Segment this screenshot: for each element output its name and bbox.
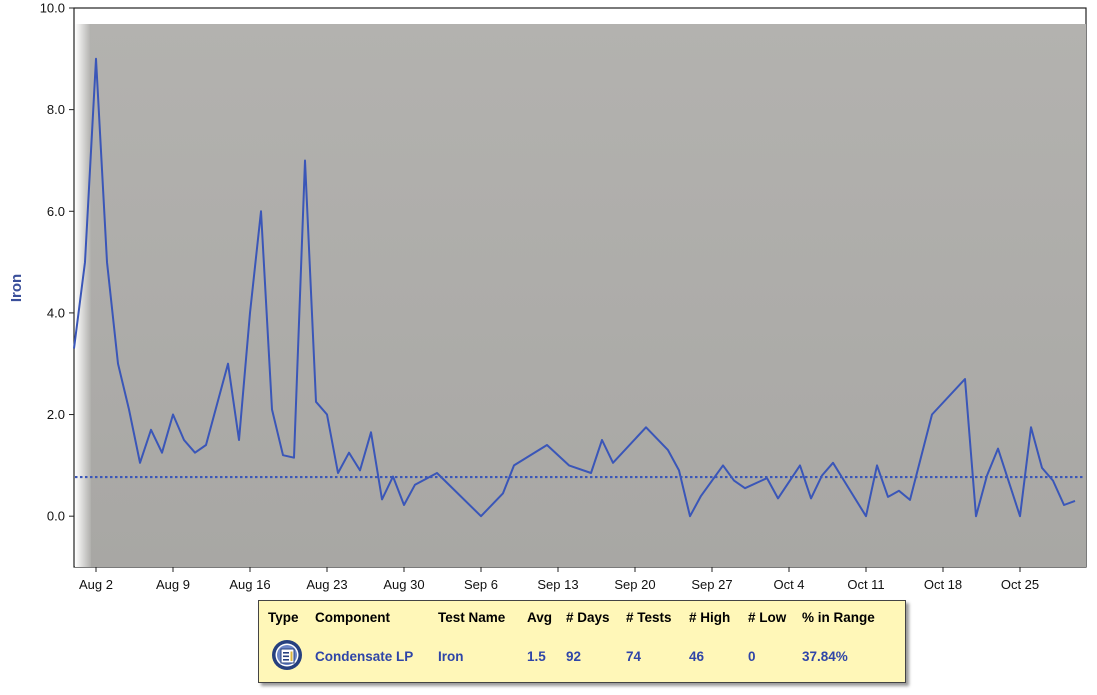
- x-tick-label: Sep 6: [464, 577, 498, 592]
- y-tick-label: 10.0: [40, 1, 65, 16]
- row-tests: 74: [626, 649, 642, 664]
- plot-background: [90, 24, 1086, 567]
- x-tick-label: Sep 27: [691, 577, 732, 592]
- x-tick-label: Aug 23: [306, 577, 347, 592]
- header-component: Component: [315, 610, 390, 625]
- header-type: Type: [268, 610, 299, 625]
- x-tick-label: Oct 25: [1001, 577, 1039, 592]
- component-type-icon[interactable]: [271, 639, 303, 671]
- x-tick-label: Oct 11: [847, 577, 884, 592]
- x-tick-label: Sep 20: [614, 577, 655, 592]
- row-high: 46: [689, 649, 705, 664]
- row-avg: 1.5: [527, 649, 546, 664]
- x-tick-label: Oct 4: [773, 577, 804, 592]
- x-axis: Aug 2 Aug 9 Aug 16 Aug 23 Aug 30 Sep 6 Sep 13 S…: [79, 567, 1039, 592]
- y-tick-label: 2.0: [47, 407, 65, 422]
- iron-series-line: [73, 57, 1076, 518]
- y-tick-label: 0.0: [47, 509, 65, 524]
- plot-left-shade: [75, 24, 91, 567]
- x-tick-label: Oct 18: [924, 577, 962, 592]
- header-tests: # Tests: [626, 610, 672, 625]
- x-tick-label: Sep 13: [537, 577, 578, 592]
- row-in-range: 37.84%: [802, 649, 848, 664]
- y-axis-label: Iron: [8, 274, 25, 302]
- y-tick-label: 4.0: [47, 305, 65, 320]
- header-high: # High: [689, 610, 731, 625]
- header-in-range: % in Range: [802, 610, 875, 625]
- y-axis: 0.0 2.0 4.0 6.0 8.0 10.0: [40, 1, 74, 524]
- x-tick-label: Aug 30: [383, 577, 424, 592]
- summary-table: Type Component Test Name Avg # Days # Te…: [258, 600, 906, 683]
- header-avg: Avg: [527, 610, 553, 625]
- header-days: # Days: [566, 610, 610, 625]
- y-tick-label: 6.0: [47, 204, 65, 219]
- x-tick-label: Aug 9: [156, 577, 190, 592]
- row-component: Condensate LP: [315, 649, 414, 664]
- header-low: # Low: [748, 610, 787, 625]
- row-low: 0: [748, 649, 756, 664]
- x-tick-label: Aug 16: [229, 577, 270, 592]
- iron-line-chart: 0.02.04.06.08.010.0 Aug 2 Aug 9 Aug 16 Aug …: [8, 1, 1087, 592]
- x-tick-label: Aug 2: [79, 577, 113, 592]
- y-tick-label: 8.0: [47, 102, 65, 117]
- header-test-name: Test Name: [438, 610, 506, 625]
- row-days: 92: [566, 649, 582, 664]
- row-test-name: Iron: [438, 649, 464, 664]
